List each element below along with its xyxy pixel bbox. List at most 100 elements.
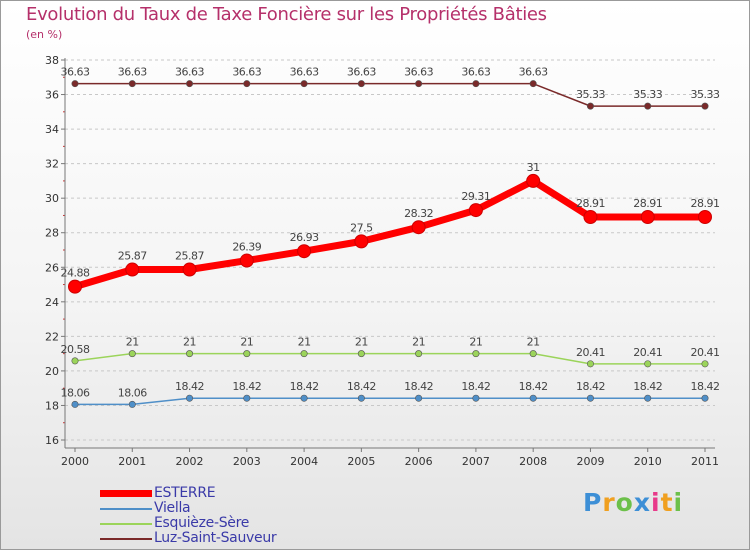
x-tick-label: 2011 (691, 455, 719, 468)
data-point (701, 360, 709, 368)
data-point (644, 360, 652, 368)
data-label: 28.32 (404, 207, 433, 220)
y-tick-label: 22 (45, 330, 59, 343)
x-tick-label: 2002 (176, 455, 204, 468)
data-label: 25.87 (175, 250, 204, 263)
data-label: 36.63 (232, 66, 261, 79)
data-label: 36.63 (118, 66, 147, 79)
logo-letter: r (602, 488, 616, 517)
y-tick-label: 28 (45, 227, 59, 240)
data-label: 36.63 (519, 66, 548, 79)
data-point (357, 394, 365, 402)
data-label: 27.5 (350, 221, 373, 234)
data-label: 24.88 (61, 267, 90, 280)
data-label: 18.42 (519, 380, 548, 393)
data-point (640, 210, 655, 225)
data-point (300, 350, 308, 358)
data-point (586, 394, 594, 402)
y-tick-label: 24 (45, 296, 59, 309)
legend-label-viella: Viella (154, 500, 191, 516)
data-point (357, 80, 365, 88)
data-label: 18.42 (633, 380, 662, 393)
data-label: 20.41 (633, 346, 662, 359)
data-label: 28.91 (691, 197, 720, 210)
data-label: 36.63 (61, 66, 90, 79)
y-tick-label: 26 (45, 261, 59, 274)
y-tick-label: 36 (45, 89, 59, 102)
y-tick-label: 18 (45, 399, 59, 412)
data-point (701, 102, 709, 110)
data-label: 20.58 (61, 343, 90, 356)
legend-swatch-esterre (100, 490, 152, 497)
data-point (357, 350, 365, 358)
data-label: 20.41 (691, 346, 720, 359)
data-label: 31 (527, 161, 540, 174)
data-label: 29.31 (461, 190, 490, 203)
y-tick-label: 32 (45, 158, 59, 171)
data-label: 35.33 (691, 88, 720, 101)
legend-swatch-luz-saint-sauveur (100, 538, 152, 540)
legend-swatch-esquieze-sere (100, 523, 152, 525)
data-point (239, 253, 254, 268)
x-tick-label: 2005 (347, 455, 375, 468)
x-tick-label: 2010 (634, 455, 662, 468)
data-point (644, 102, 652, 110)
data-point (526, 173, 541, 188)
x-tick-label: 2008 (519, 455, 547, 468)
data-point (472, 394, 480, 402)
data-point (243, 350, 251, 358)
data-label: 20.41 (576, 346, 605, 359)
series-line-2 (74, 352, 705, 365)
data-label: 28.91 (576, 197, 605, 210)
y-tick-label: 34 (45, 123, 59, 136)
chart-title: Evolution du Taux de Taxe Foncière sur l… (26, 4, 547, 25)
data-label: 26.39 (232, 241, 261, 254)
data-point (300, 80, 308, 88)
data-point (71, 400, 79, 408)
data-point (529, 394, 537, 402)
data-label: 21 (355, 336, 368, 349)
x-tick-label: 2000 (61, 455, 89, 468)
data-label: 25.87 (118, 250, 147, 263)
x-tick-label: 2009 (576, 455, 604, 468)
data-point (415, 394, 423, 402)
data-label: 18.42 (461, 380, 490, 393)
data-point (644, 394, 652, 402)
data-point (411, 220, 426, 235)
series-line-1 (75, 397, 705, 406)
data-point (586, 102, 594, 110)
proxiti-logo: Proxiti (583, 488, 683, 517)
data-label: 36.63 (290, 66, 319, 79)
series-line-0 (73, 177, 705, 290)
data-point (68, 279, 82, 294)
logo-letter: P (583, 488, 603, 517)
data-label: 35.33 (576, 88, 605, 101)
data-point (701, 394, 709, 402)
legend-label-esquieze-sere: Esquièze-Sère (154, 515, 250, 531)
data-point (698, 210, 712, 225)
data-point (472, 350, 480, 358)
y-tick-label: 20 (45, 365, 59, 378)
data-label: 28.91 (633, 197, 662, 210)
data-point (529, 80, 537, 88)
data-label: 36.63 (461, 66, 490, 79)
y-tick-label: 38 (45, 54, 59, 67)
data-point (300, 394, 308, 402)
y-axis-unit-label: (en %) (26, 28, 63, 41)
data-point (243, 80, 251, 88)
data-label: 36.63 (404, 66, 433, 79)
data-label: 21 (412, 336, 425, 349)
data-label: 21 (126, 336, 139, 349)
data-point (182, 262, 197, 277)
data-point (586, 360, 594, 368)
data-label: 21 (527, 336, 540, 349)
data-point (529, 350, 537, 358)
logo-letter: i (651, 488, 661, 517)
data-label: 35.33 (633, 88, 662, 101)
legend-label-luz-saint-sauveur: Luz-Saint-Sauveur (154, 530, 277, 546)
x-tick-label: 2007 (462, 455, 490, 468)
data-point (125, 262, 140, 277)
y-tick-label: 16 (45, 434, 59, 447)
x-tick-label: 2004 (290, 455, 318, 468)
